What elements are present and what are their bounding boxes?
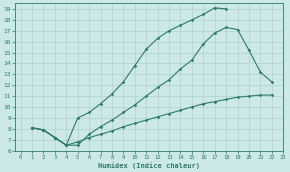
X-axis label: Humidex (Indice chaleur): Humidex (Indice chaleur) [98,162,200,169]
